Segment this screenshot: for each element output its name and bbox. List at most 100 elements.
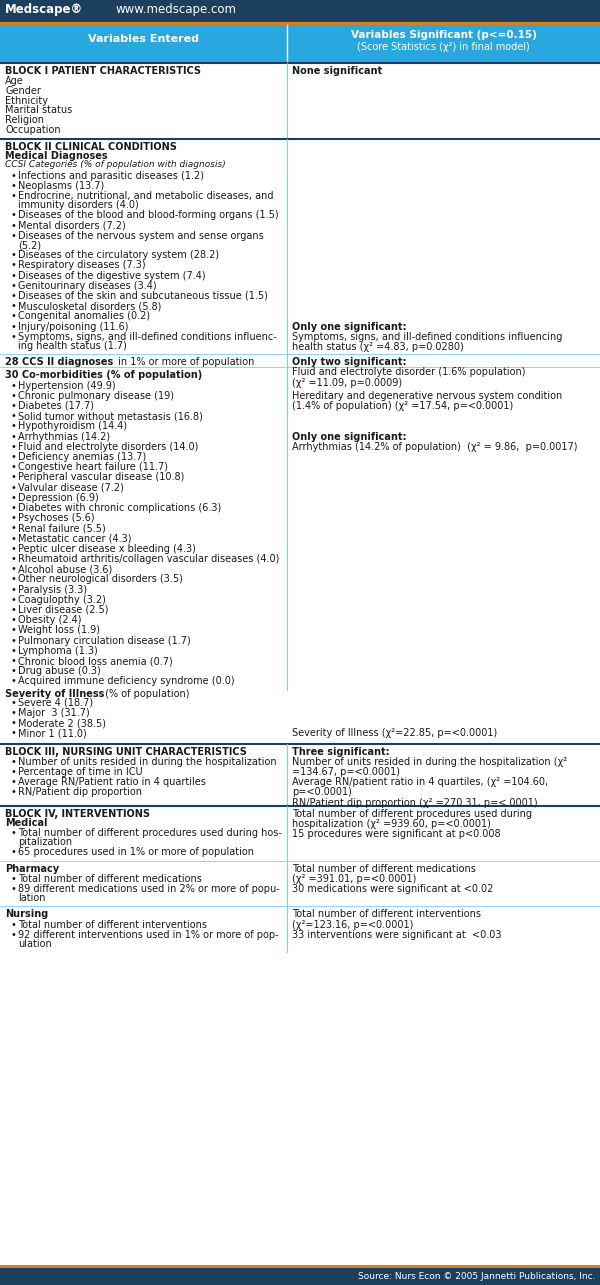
Text: ulation: ulation: [18, 939, 52, 950]
Text: Arrhythmias (14.2): Arrhythmias (14.2): [18, 432, 110, 442]
Text: (χ² =391.01, p=<0.0001): (χ² =391.01, p=<0.0001): [292, 874, 416, 884]
Text: Moderate 2 (38.5): Moderate 2 (38.5): [18, 718, 106, 729]
Text: Hypertension (49.9): Hypertension (49.9): [18, 380, 116, 391]
Text: Religion: Religion: [5, 114, 44, 125]
Text: Total number of different interventions: Total number of different interventions: [292, 910, 481, 919]
Text: Hypothyroidism (14.4): Hypothyroidism (14.4): [18, 421, 127, 432]
Text: CCSI Categories (% of population with diagnosis): CCSI Categories (% of population with di…: [5, 161, 226, 170]
Text: (5.2): (5.2): [18, 240, 41, 251]
Text: 30 Co-morbidities (% of population): 30 Co-morbidities (% of population): [5, 370, 202, 380]
Text: Severe 4 (18.7): Severe 4 (18.7): [18, 698, 93, 708]
Text: lation: lation: [18, 893, 46, 903]
Text: Drug abuse (0.3): Drug abuse (0.3): [18, 666, 101, 676]
Text: •: •: [10, 452, 16, 463]
Text: Metastatic cancer (4.3): Metastatic cancer (4.3): [18, 533, 131, 544]
Text: •: •: [10, 211, 16, 221]
Text: Peripheral vascular disease (10.8): Peripheral vascular disease (10.8): [18, 473, 184, 482]
Text: www.medscape.com: www.medscape.com: [115, 3, 236, 15]
Text: •: •: [10, 251, 16, 260]
Text: •: •: [10, 605, 16, 616]
Text: BLOCK IV, INTERVENTIONS: BLOCK IV, INTERVENTIONS: [5, 808, 150, 819]
Text: Liver disease (2.5): Liver disease (2.5): [18, 605, 109, 616]
Bar: [0, 22, 600, 24]
Text: 89 different medications used in 2% or more of popu-: 89 different medications used in 2% or m…: [18, 884, 280, 894]
Text: •: •: [10, 401, 16, 411]
Text: Total number of different medications: Total number of different medications: [18, 874, 202, 884]
Text: (χ² =11.09, p=0.0009): (χ² =11.09, p=0.0009): [292, 378, 402, 388]
Text: •: •: [10, 767, 16, 777]
Text: Medical Diagnoses: Medical Diagnoses: [5, 152, 107, 161]
Text: Alcohol abuse (3.6): Alcohol abuse (3.6): [18, 564, 112, 574]
Text: •: •: [10, 502, 16, 513]
Text: 92 different interventions used in 1% or more of pop-: 92 different interventions used in 1% or…: [18, 930, 278, 939]
Text: •: •: [10, 554, 16, 564]
Text: •: •: [10, 788, 16, 798]
Text: •: •: [10, 757, 16, 767]
Text: Variables Significant (p<=0.15): Variables Significant (p<=0.15): [350, 30, 536, 40]
Text: •: •: [10, 391, 16, 401]
Text: Average RN/Patient ratio in 4 quartiles: Average RN/Patient ratio in 4 quartiles: [18, 777, 206, 788]
Text: •: •: [10, 729, 16, 739]
Text: Gender: Gender: [5, 86, 41, 96]
Text: Age: Age: [5, 76, 24, 86]
Text: Diseases of the skin and subcutaneous tissue (1.5): Diseases of the skin and subcutaneous ti…: [18, 290, 268, 301]
Text: 15 procedures were significant at p<0.008: 15 procedures were significant at p<0.00…: [292, 829, 500, 839]
Text: Occupation: Occupation: [5, 125, 61, 135]
Text: •: •: [10, 828, 16, 838]
Text: Three significant:: Three significant:: [292, 747, 389, 757]
Text: Arrhythmias (14.2% of population)  (χ² = 9.86,  p=0.0017): Arrhythmias (14.2% of population) (χ² = …: [292, 442, 577, 452]
Text: Infections and parasitic diseases (1.2): Infections and parasitic diseases (1.2): [18, 171, 204, 181]
Text: •: •: [10, 411, 16, 421]
Text: Solid tumor without metastasis (16.8): Solid tumor without metastasis (16.8): [18, 411, 203, 421]
Text: Marital status: Marital status: [5, 105, 72, 116]
Text: •: •: [10, 595, 16, 605]
Text: •: •: [10, 421, 16, 432]
Text: RN/Patient dip proportion (χ² =270.31, p=<.0001): RN/Patient dip proportion (χ² =270.31, p…: [292, 798, 538, 807]
Text: •: •: [10, 718, 16, 729]
Text: Acquired immune deficiency syndrome (0.0): Acquired immune deficiency syndrome (0.0…: [18, 676, 235, 686]
Text: •: •: [10, 646, 16, 655]
Text: immunity disorders (4.0): immunity disorders (4.0): [18, 200, 139, 211]
Text: Diseases of the blood and blood-forming organs (1.5): Diseases of the blood and blood-forming …: [18, 211, 278, 221]
Text: Diabetes with chronic complications (6.3): Diabetes with chronic complications (6.3…: [18, 502, 221, 513]
Bar: [0, 0, 600, 22]
Bar: [0, 24, 600, 63]
Text: =134.67, p=<0.0001): =134.67, p=<0.0001): [292, 767, 400, 777]
Text: Chronic blood loss anemia (0.7): Chronic blood loss anemia (0.7): [18, 657, 173, 666]
Text: •: •: [10, 261, 16, 270]
Text: Only two significant:: Only two significant:: [292, 357, 407, 368]
Text: Depression (6.9): Depression (6.9): [18, 493, 99, 502]
Text: Variables Entered: Variables Entered: [88, 33, 199, 44]
Text: Renal failure (5.5): Renal failure (5.5): [18, 523, 106, 533]
Text: •: •: [10, 533, 16, 544]
Text: hospitalization (χ² =939.60, p=<0.0001): hospitalization (χ² =939.60, p=<0.0001): [292, 819, 491, 829]
Text: Congenital anomalies (0.2): Congenital anomalies (0.2): [18, 311, 150, 321]
Text: None significant: None significant: [292, 66, 382, 76]
Text: •: •: [10, 884, 16, 894]
Text: (1.4% of population) (χ² =17.54, p=<0.0001): (1.4% of population) (χ² =17.54, p=<0.00…: [292, 401, 513, 411]
Text: Diseases of the circulatory system (28.2): Diseases of the circulatory system (28.2…: [18, 251, 219, 260]
Text: Peptic ulcer disease x bleeding (4.3): Peptic ulcer disease x bleeding (4.3): [18, 544, 196, 554]
Text: Medical: Medical: [5, 817, 47, 828]
Text: Symptoms, signs, and ill-defined conditions influencing: Symptoms, signs, and ill-defined conditi…: [292, 332, 562, 342]
Text: Mental disorders (7.2): Mental disorders (7.2): [18, 221, 126, 230]
Text: •: •: [10, 544, 16, 554]
Text: Coagulopthy (3.2): Coagulopthy (3.2): [18, 595, 106, 605]
Text: Diseases of the digestive system (7.4): Diseases of the digestive system (7.4): [18, 271, 206, 280]
Text: Valvular disease (7.2): Valvular disease (7.2): [18, 483, 124, 492]
Text: •: •: [10, 311, 16, 321]
Text: health status (χ² =4.83, p=0.0280): health status (χ² =4.83, p=0.0280): [292, 342, 464, 352]
Text: 28 CCS II diagnoses: 28 CCS II diagnoses: [5, 357, 113, 368]
Text: Medscape®: Medscape®: [5, 3, 83, 15]
Text: Paralysis (3.3): Paralysis (3.3): [18, 585, 87, 595]
Text: (Score Statistics (χ²) in final model): (Score Statistics (χ²) in final model): [357, 42, 530, 51]
Text: Pharmacy: Pharmacy: [5, 864, 59, 874]
Text: Total number of different procedures used during: Total number of different procedures use…: [292, 808, 532, 819]
Text: Deficiency anemias (13.7): Deficiency anemias (13.7): [18, 452, 146, 463]
Text: Total number of different medications: Total number of different medications: [292, 864, 476, 874]
Text: Total number of different interventions: Total number of different interventions: [18, 920, 207, 929]
Text: •: •: [10, 473, 16, 482]
Text: Obesity (2.4): Obesity (2.4): [18, 616, 82, 626]
Text: •: •: [10, 920, 16, 929]
Text: Chronic pulmonary disease (19): Chronic pulmonary disease (19): [18, 391, 174, 401]
